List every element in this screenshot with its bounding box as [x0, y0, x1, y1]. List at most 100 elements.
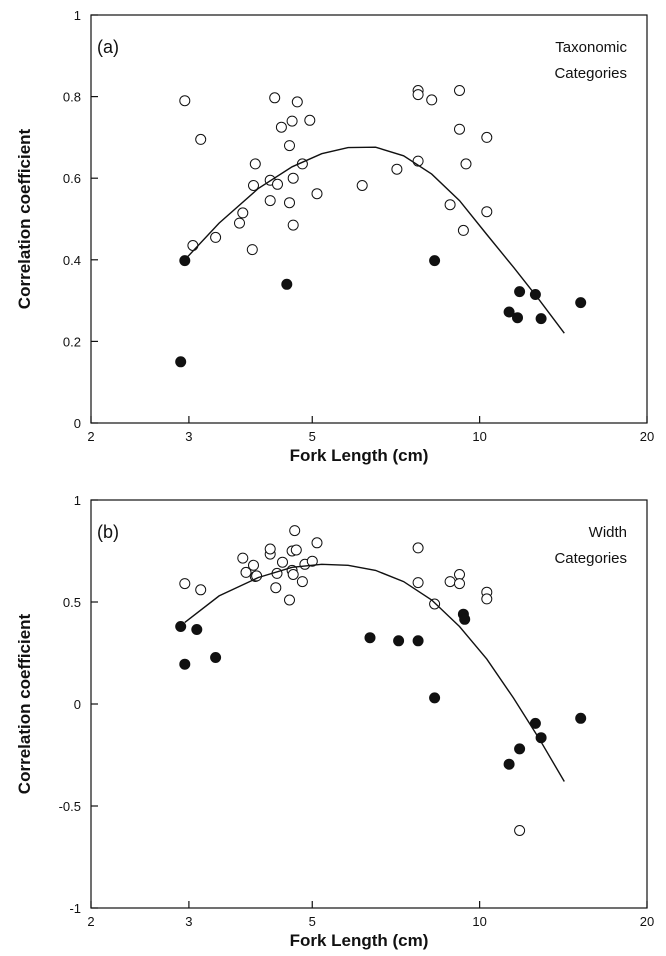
panel-label: (a)	[97, 37, 119, 57]
panel-label: (b)	[97, 522, 119, 542]
filled-data-point	[512, 312, 523, 324]
filled-data-point	[575, 712, 587, 724]
y-tick-label: 0.2	[63, 334, 81, 349]
y-tick-label: 0	[74, 697, 81, 712]
filled-data-point	[175, 356, 187, 368]
x-tick-label: 10	[472, 429, 486, 444]
open-data-point	[287, 172, 299, 184]
open-data-point	[296, 576, 308, 588]
y-tick-label: 0.4	[63, 253, 81, 268]
y-tick-label: 1	[74, 493, 81, 508]
filled-data-point	[191, 624, 203, 635]
open-data-point	[248, 559, 259, 571]
x-tick-label: 20	[640, 914, 654, 929]
chart-panel-a: 2 3 5 10 20 0 0.2 0.4 0.6 0.8 1 Fork Length (cm) Cor…	[15, 8, 654, 465]
open-data-point	[356, 180, 368, 191]
open-data-point	[286, 115, 298, 127]
filled-data-point	[514, 286, 526, 298]
open-data-point	[289, 525, 301, 537]
open-data-point	[246, 244, 258, 256]
filled-data-point	[429, 692, 441, 704]
x-tick-label: 10	[472, 914, 486, 929]
open-data-point	[291, 96, 303, 108]
open-data-point	[284, 197, 295, 209]
x-axis-title: Fork Length (cm)	[290, 446, 429, 465]
x-tick-label: 2	[87, 914, 94, 929]
filled-data-point	[503, 758, 515, 770]
open-data-point	[391, 163, 403, 175]
filled-data-point	[429, 255, 441, 267]
y-tick-label: -0.5	[59, 799, 81, 814]
x-tick-label: 3	[185, 429, 192, 444]
open-data-point	[311, 188, 323, 200]
x-tick-label: 3	[185, 914, 192, 929]
open-data-point	[187, 240, 199, 251]
filled-data-point	[393, 635, 405, 647]
y-tick-label: 0.6	[63, 171, 81, 186]
open-data-point	[481, 593, 493, 605]
open-data-point	[429, 598, 441, 610]
filled-data-point	[535, 313, 547, 325]
filled-data-point	[575, 297, 587, 309]
filled-data-point	[179, 658, 191, 670]
open-data-point	[306, 555, 318, 567]
filled-data-point	[514, 743, 526, 755]
open-data-point	[269, 92, 281, 104]
open-data-point	[270, 582, 282, 594]
filled-data-point	[529, 717, 541, 729]
open-data-point	[277, 556, 288, 568]
filled-data-point	[210, 652, 222, 663]
open-data-point	[275, 121, 287, 133]
y-axis-title: Correlation coefficient	[15, 128, 34, 309]
x-axis-title: Fork Length (cm)	[290, 931, 429, 950]
filled-data-point	[503, 306, 515, 318]
open-data-point	[481, 206, 493, 218]
open-data-point	[195, 584, 207, 596]
filled-data-point	[364, 632, 376, 644]
filled-data-point	[175, 621, 187, 632]
x-tick-label: 5	[309, 429, 316, 444]
open-data-point	[179, 95, 191, 107]
open-data-point	[304, 114, 316, 126]
y-tick-label: 0	[74, 416, 81, 431]
open-data-point	[481, 131, 493, 143]
open-data-point	[234, 217, 245, 229]
open-data-point	[454, 569, 465, 580]
open-data-point	[210, 231, 222, 243]
filled-data-point	[459, 613, 471, 625]
open-data-point	[287, 219, 299, 231]
fitted-curve	[184, 146, 565, 334]
open-data-point	[290, 544, 302, 556]
x-tick-label: 5	[309, 914, 316, 929]
open-data-point	[412, 577, 424, 589]
open-data-point	[249, 158, 261, 170]
chart-panel-b: 2 3 5 10 20 -1 -0.5 0 0.5 1 Fork Length (cm) Correl…	[15, 493, 654, 950]
open-data-point	[412, 89, 424, 101]
open-data-point	[444, 199, 456, 211]
open-data-point	[272, 178, 283, 190]
panel-annotation: Categories	[554, 65, 627, 82]
open-data-point	[248, 180, 259, 191]
open-data-point	[460, 158, 472, 170]
y-tick-label: 1	[74, 8, 81, 23]
panel-annotation: Width	[589, 524, 627, 541]
open-data-point	[426, 94, 438, 106]
open-data-point	[287, 569, 299, 580]
open-data-point	[454, 578, 465, 590]
y-tick-label: 0.5	[63, 595, 81, 610]
open-data-point	[264, 543, 276, 555]
open-data-point	[444, 576, 456, 588]
filled-data-point	[412, 635, 424, 647]
open-data-point	[284, 594, 295, 606]
plot-frame	[90, 14, 648, 424]
filled-data-point	[179, 255, 191, 267]
open-data-point	[514, 825, 526, 836]
open-data-point	[457, 224, 469, 236]
open-data-point	[454, 85, 465, 96]
filled-data-point	[281, 278, 293, 290]
open-data-point	[237, 207, 249, 219]
y-tick-label: -1	[69, 901, 81, 916]
x-tick-label: 20	[640, 429, 654, 444]
open-data-point	[240, 566, 252, 578]
